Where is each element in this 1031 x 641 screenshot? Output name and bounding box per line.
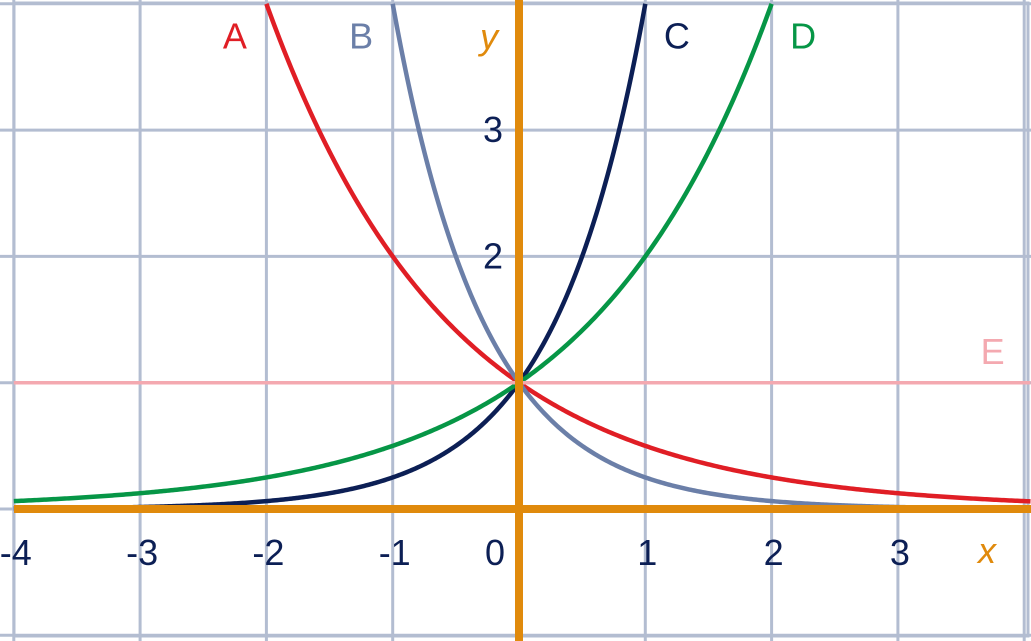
axes (14, 0, 1031, 641)
y-tick-label: 3 (483, 109, 503, 150)
series-d-curve (13, 3, 774, 504)
series-b-label: B (349, 15, 373, 56)
x-tick-label: -1 (379, 532, 411, 573)
x-tick-label: -4 (0, 532, 32, 573)
x-tick-label: 1 (637, 532, 657, 573)
labels: -4 -3 -2 -1 0 1 2 3 2 3 x y A B C D E (0, 15, 1005, 573)
x-tick-label: 3 (890, 532, 910, 573)
series-d-label: D (790, 15, 816, 56)
x-tick-label: 2 (764, 532, 784, 573)
series-a-label: A (223, 15, 247, 56)
series-e-label: E (981, 331, 1005, 372)
x-tick-label: -3 (126, 532, 158, 573)
x-tick-label: 0 (485, 532, 505, 573)
x-axis-label: x (976, 530, 998, 571)
series-c-label: C (664, 15, 690, 56)
y-axis-label: y (477, 16, 500, 57)
x-tick-label: -2 (252, 532, 284, 573)
series-a-curve (264, 3, 1031, 504)
y-tick-label: 2 (483, 235, 503, 276)
